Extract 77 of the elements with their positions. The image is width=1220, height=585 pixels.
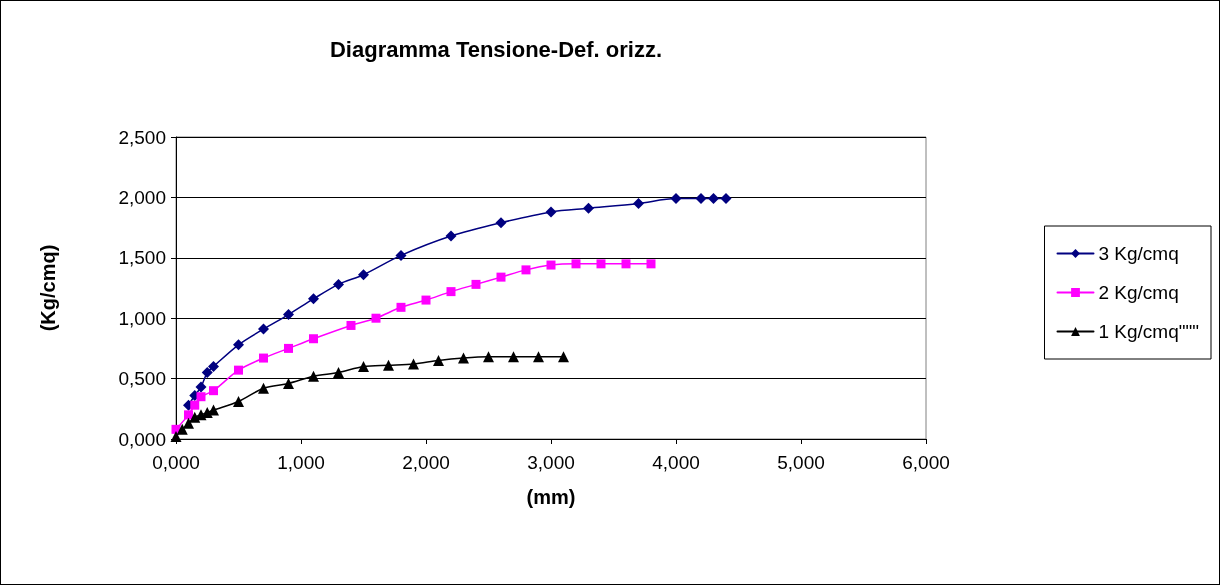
point [259,353,268,363]
y-axis-title: (Kg/cmq) [37,244,59,332]
y-tick-label: 0,000 [118,428,166,450]
x-axis-title: (mm) [526,486,576,508]
point [596,259,606,269]
point [621,259,631,269]
point [571,259,581,269]
point [421,295,431,305]
x-tick-label: 4,000 [652,452,700,473]
point [190,400,200,410]
point [720,193,732,205]
point [258,323,269,335]
point [170,431,182,443]
point [346,320,356,330]
x-tick-label: 6,000 [902,452,950,473]
point [209,386,218,396]
point [195,381,207,393]
point [284,343,293,353]
point [471,279,481,289]
x-tick-label: 0,000 [152,452,200,473]
point [483,351,494,363]
point [283,309,294,321]
point [396,302,406,312]
point [445,230,457,242]
point [333,278,344,290]
point [646,259,656,269]
legend-label: 3 Kg/cmq [1098,243,1179,264]
point [208,361,219,373]
point [708,193,719,205]
y-tick-label: 2,000 [118,186,166,208]
point [408,358,419,370]
chart-title: Diagramma Tensione-Def. orizz. [329,36,663,62]
point [508,351,519,363]
point [201,367,213,379]
point [208,404,219,416]
point [308,293,319,305]
y-tick-label: 1,500 [118,247,166,269]
x-tick-label: 1,000 [277,452,325,473]
point [433,354,444,366]
point [358,361,369,373]
point [309,334,318,344]
point [183,417,194,429]
legend-label: 2 Kg/cmq [1098,282,1179,303]
point [258,382,269,394]
point [358,269,369,281]
x-tick-label: 3,000 [527,452,575,473]
point [496,272,506,282]
point [383,359,394,371]
point [495,217,507,229]
point [558,351,569,363]
y-tick-label: 1,000 [118,307,166,329]
point [189,411,201,423]
point [521,265,531,275]
point [371,313,381,323]
point [395,249,407,261]
point [533,351,544,363]
point [308,370,319,382]
point [184,410,193,420]
point [670,193,682,205]
point [458,352,469,364]
legend-label: 1 Kg/cmq""" [1098,321,1200,342]
x-tick-label: 2,000 [402,452,450,473]
point [333,367,344,379]
point [546,260,556,270]
point [176,423,188,435]
point [633,197,644,209]
point [545,206,557,218]
point [583,202,594,214]
y-tick-label: 0,500 [118,368,166,390]
point [234,365,243,375]
point [446,287,456,297]
point [233,339,244,351]
point [695,193,707,205]
point [196,392,206,402]
y-tick-label: 2,500 [118,126,166,148]
x-tick-label: 5,000 [777,452,825,473]
point [233,396,244,408]
